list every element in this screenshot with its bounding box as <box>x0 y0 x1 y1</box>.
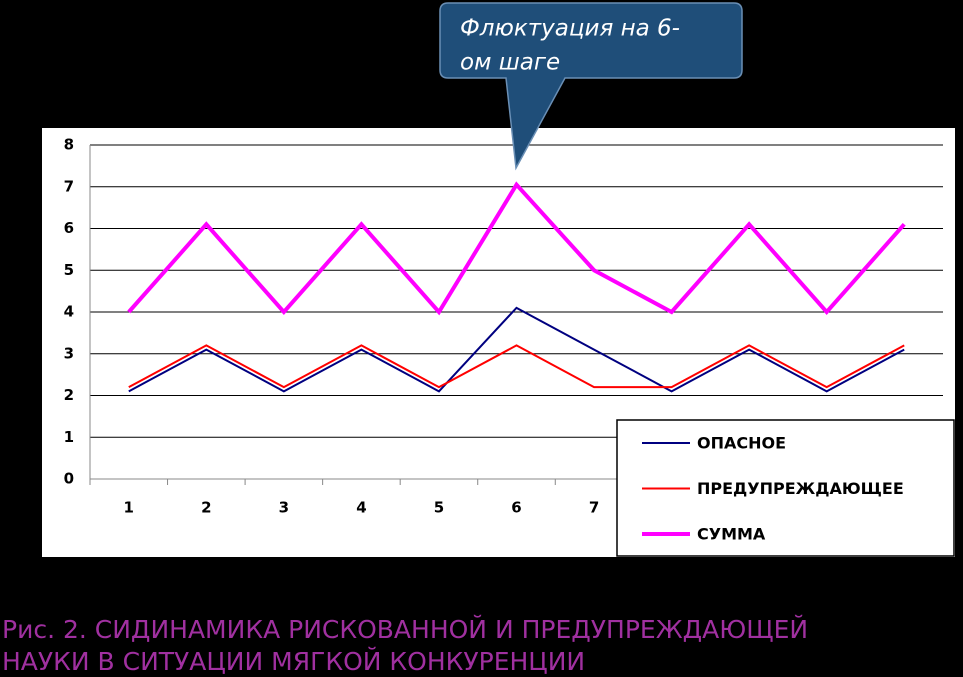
x-tick-label: 1 <box>124 499 134 517</box>
x-tick-label: 5 <box>434 499 444 517</box>
x-tick-label: 2 <box>201 499 211 517</box>
y-tick-label: 1 <box>64 428 74 446</box>
y-tick-label: 5 <box>64 261 74 279</box>
y-tick-label: 3 <box>64 344 74 362</box>
y-tick-label: 7 <box>64 177 74 195</box>
x-tick-label: 6 <box>511 499 521 517</box>
x-tick-label: 3 <box>279 499 289 517</box>
legend-label: ПРЕДУПРЕЖДАЮЩЕЕ <box>697 479 904 498</box>
annotation: ом шаге <box>460 50 560 76</box>
annotation: Флюктуация на 6- <box>460 16 680 42</box>
legend-label: ОПАСНОЕ <box>697 434 786 453</box>
callout <box>439 2 743 171</box>
series-line <box>128 306 905 393</box>
x-tick-label: 4 <box>356 499 366 517</box>
y-tick-label: 4 <box>64 303 74 321</box>
x-tick-label: 7 <box>589 499 599 517</box>
legend-label: СУММА <box>697 525 766 544</box>
series-line <box>127 181 906 316</box>
y-tick-label: 8 <box>64 136 74 154</box>
y-tick-label: 2 <box>64 386 74 404</box>
y-tick-label: 0 <box>64 470 74 488</box>
series-line <box>128 344 905 389</box>
caption: Рис. 2. СИДИНАМИКА РИСКОВАННОЙ И ПРЕДУПР… <box>2 615 808 644</box>
y-tick-label: 6 <box>64 219 74 237</box>
caption: НАУКИ В СИТУАЦИИ МЯГКОЙ КОНКУРЕНЦИИ <box>2 647 585 676</box>
